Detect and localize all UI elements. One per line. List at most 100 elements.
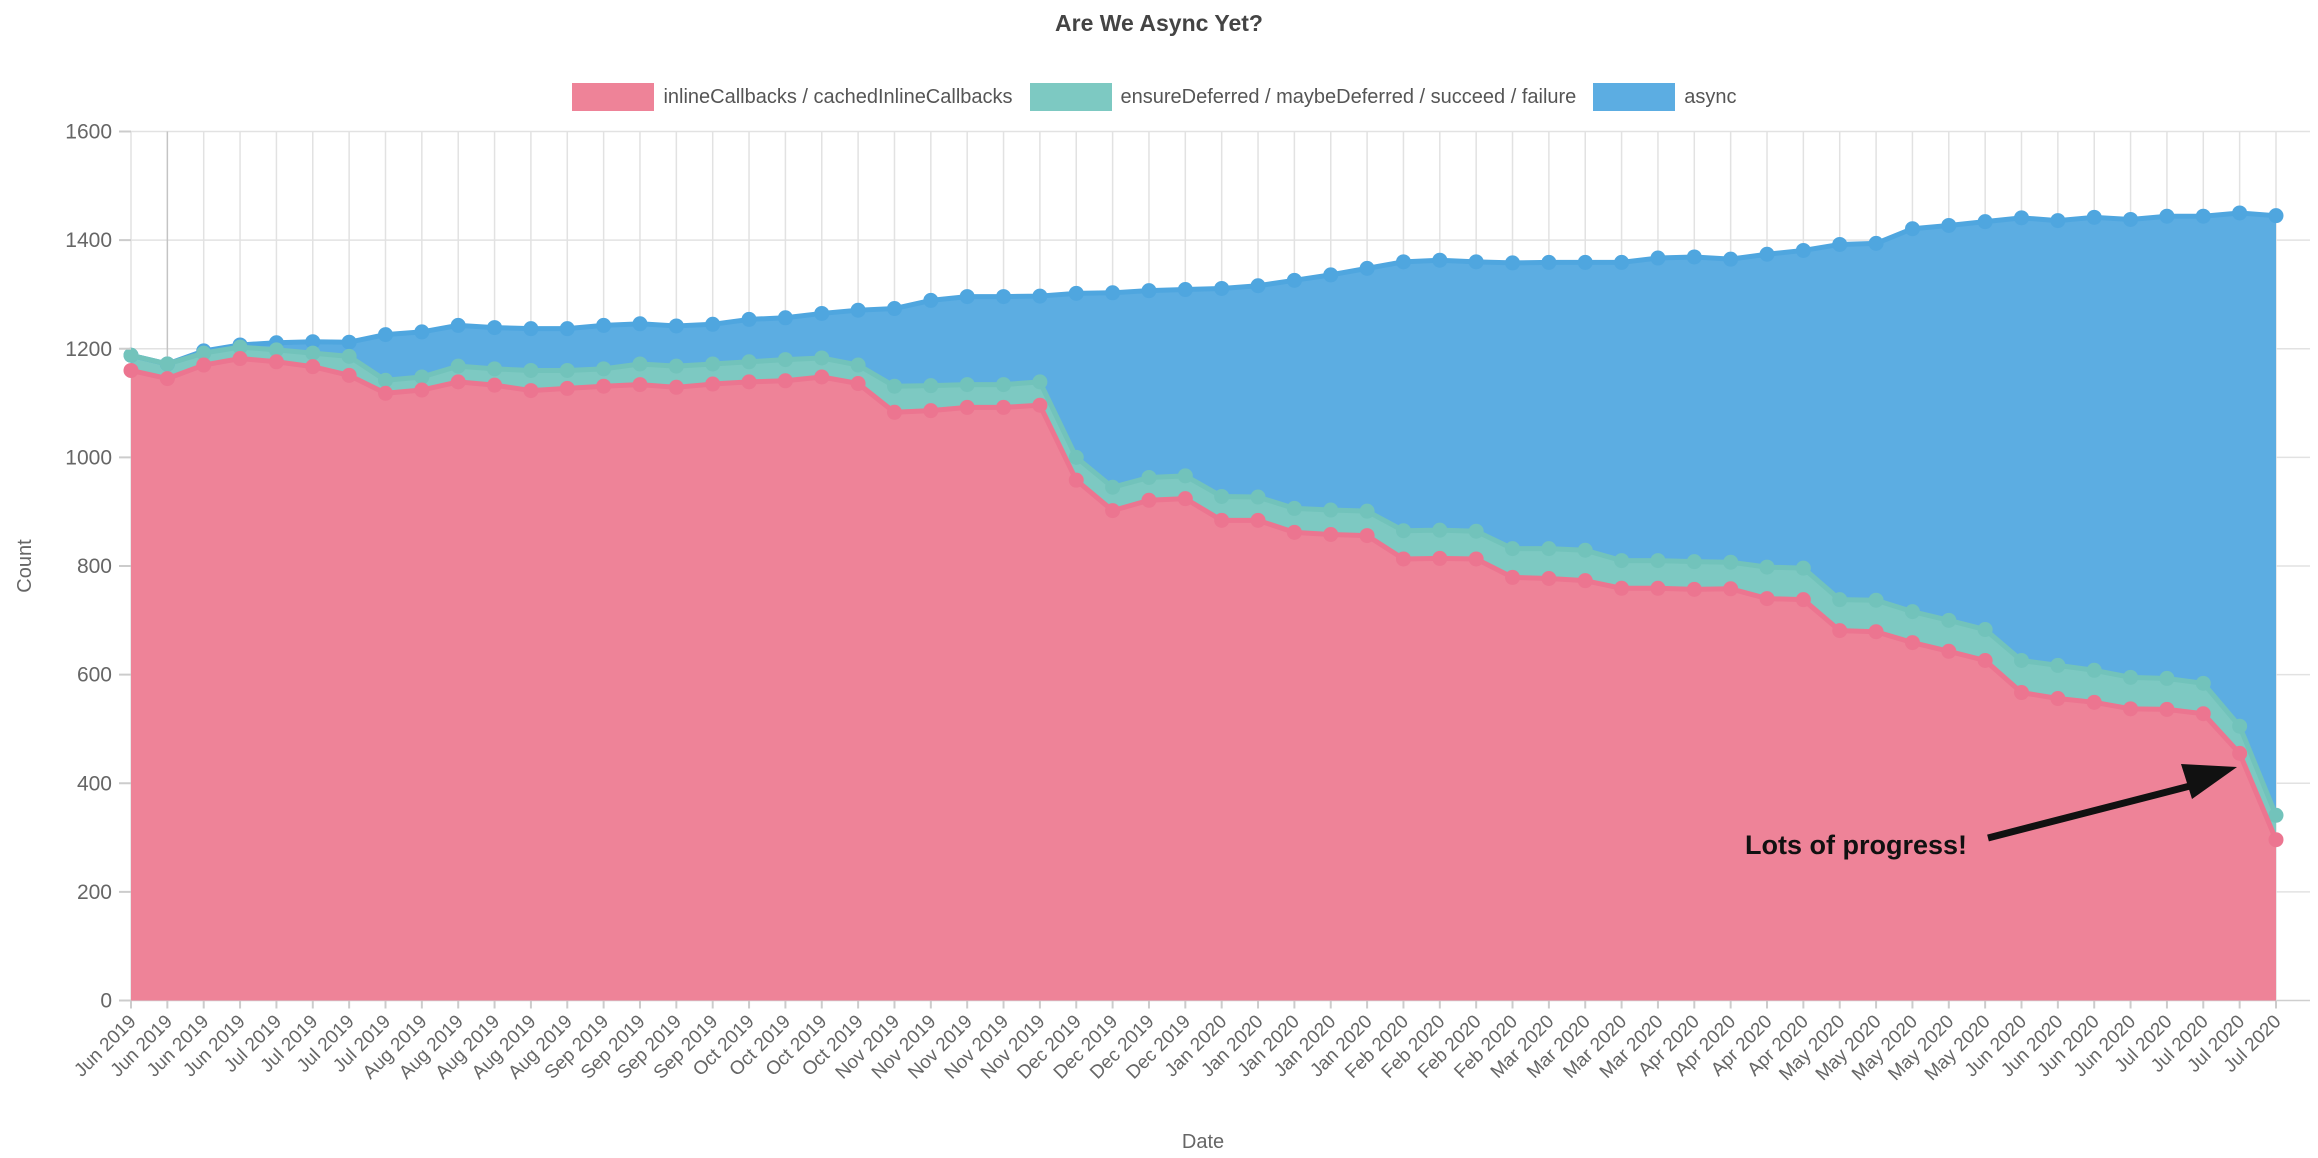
data-point-ensuredeferred	[232, 339, 248, 355]
data-point-inlinecallbacks	[996, 399, 1012, 415]
data-point-inlinecallbacks	[341, 367, 357, 383]
data-point-async	[705, 316, 721, 332]
annotation-text: Lots of progress!	[1745, 830, 1967, 860]
data-point-ensuredeferred	[1141, 469, 1157, 485]
data-point-inlinecallbacks	[2159, 701, 2175, 717]
data-point-inlinecallbacks	[1395, 551, 1411, 567]
y-axis-title: Count	[14, 539, 36, 593]
y-tick-label: 1200	[65, 338, 112, 361]
legend-label-ensuredeferred: ensureDeferred / maybeDeferred / succeed…	[1120, 85, 1577, 108]
data-point-async	[2014, 210, 2030, 226]
legend-swatch-async	[1593, 83, 1676, 111]
data-point-ensuredeferred	[886, 378, 902, 394]
x-axis-title: Date	[1182, 1131, 1224, 1153]
data-point-ensuredeferred	[596, 361, 612, 377]
data-point-inlinecallbacks	[559, 380, 575, 396]
y-tick-label: 600	[77, 664, 112, 687]
data-point-async	[1359, 260, 1375, 276]
series-area-inlinecallbacks	[131, 358, 2276, 1001]
series-line-ensuredeferred	[123, 339, 2284, 823]
chart-title: Are We Async Yet?	[1055, 10, 1263, 36]
legend-item-inlinecallbacks[interactable]: inlineCallbacks / cachedInlineCallbacks	[572, 83, 1021, 111]
data-point-ensuredeferred	[2268, 807, 2284, 823]
data-point-ensuredeferred	[1795, 560, 1811, 576]
data-point-inlinecallbacks	[377, 385, 393, 401]
data-point-async	[1723, 251, 1739, 267]
data-point-inlinecallbacks	[741, 374, 757, 390]
data-point-inlinecallbacks	[705, 376, 721, 392]
data-point-ensuredeferred	[377, 372, 393, 388]
data-point-inlinecallbacks	[2232, 745, 2248, 761]
data-point-inlinecallbacks	[1868, 624, 1884, 640]
data-point-async	[487, 320, 503, 336]
data-point-ensuredeferred	[1250, 489, 1266, 505]
data-point-ensuredeferred	[1105, 479, 1121, 495]
data-point-async	[1250, 278, 1266, 294]
data-point-inlinecallbacks	[450, 374, 466, 390]
data-point-async	[377, 327, 393, 343]
data-point-inlinecallbacks	[632, 377, 648, 393]
data-point-ensuredeferred	[1759, 559, 1775, 575]
data-point-inlinecallbacks	[1723, 581, 1739, 597]
data-point-inlinecallbacks	[2123, 701, 2139, 717]
data-point-ensuredeferred	[1650, 553, 1666, 569]
data-point-ensuredeferred	[1614, 553, 1630, 569]
data-point-ensuredeferred	[1032, 374, 1048, 390]
legend-swatch-ensuredeferred	[1029, 83, 1112, 111]
data-point-inlinecallbacks	[123, 362, 139, 378]
data-point-async	[959, 289, 975, 305]
data-point-inlinecallbacks	[1432, 550, 1448, 566]
legend-item-async[interactable]: async	[1593, 83, 1745, 111]
data-point-inlinecallbacks	[2050, 691, 2066, 707]
data-point-inlinecallbacks	[1650, 580, 1666, 596]
data-point-ensuredeferred	[1868, 592, 1884, 608]
data-point-ensuredeferred	[2232, 718, 2248, 734]
data-point-inlinecallbacks	[1068, 472, 1084, 488]
data-point-ensuredeferred	[1468, 523, 1484, 539]
data-point-ensuredeferred	[2050, 657, 2066, 673]
data-point-async	[923, 292, 939, 308]
data-point-async	[2050, 213, 2066, 229]
data-point-async	[1214, 280, 1230, 296]
data-point-ensuredeferred	[1359, 503, 1375, 519]
data-point-ensuredeferred	[305, 345, 321, 361]
data-point-async	[414, 324, 430, 340]
series-areas	[131, 212, 2276, 1001]
data-point-async	[1759, 246, 1775, 262]
data-point-inlinecallbacks	[596, 378, 612, 394]
y-tick-label: 400	[77, 772, 112, 795]
data-point-async	[1105, 285, 1121, 301]
data-point-async	[1395, 254, 1411, 270]
data-point-inlinecallbacks	[1832, 623, 1848, 639]
data-point-inlinecallbacks	[232, 351, 248, 367]
data-point-inlinecallbacks	[2268, 832, 2284, 848]
data-point-async	[1577, 254, 1593, 270]
data-point-inlinecallbacks	[1577, 573, 1593, 589]
data-point-ensuredeferred	[268, 342, 284, 358]
data-point-inlinecallbacks	[159, 371, 175, 387]
data-point-async	[1505, 255, 1521, 271]
data-point-ensuredeferred	[2123, 669, 2139, 685]
data-point-async	[341, 334, 357, 350]
data-point-async	[2086, 209, 2102, 225]
data-point-ensuredeferred	[1505, 541, 1521, 557]
data-point-async	[1795, 242, 1811, 258]
data-point-inlinecallbacks	[1759, 591, 1775, 607]
data-point-async	[1868, 235, 1884, 251]
data-point-inlinecallbacks	[959, 399, 975, 415]
legend-item-ensuredeferred[interactable]: ensureDeferred / maybeDeferred / succeed…	[1029, 83, 1586, 111]
data-point-async	[1686, 249, 1702, 265]
data-point-ensuredeferred	[2014, 653, 2030, 669]
data-point-ensuredeferred	[1214, 488, 1230, 504]
data-point-inlinecallbacks	[668, 379, 684, 395]
data-point-async	[1286, 272, 1302, 288]
data-point-inlinecallbacks	[1614, 580, 1630, 596]
data-point-async	[1432, 252, 1448, 268]
data-point-inlinecallbacks	[1177, 491, 1193, 507]
data-point-inlinecallbacks	[1468, 551, 1484, 567]
y-tick-label: 800	[77, 555, 112, 578]
data-point-ensuredeferred	[159, 356, 175, 372]
data-point-ensuredeferred	[1432, 522, 1448, 538]
data-point-ensuredeferred	[1177, 468, 1193, 484]
